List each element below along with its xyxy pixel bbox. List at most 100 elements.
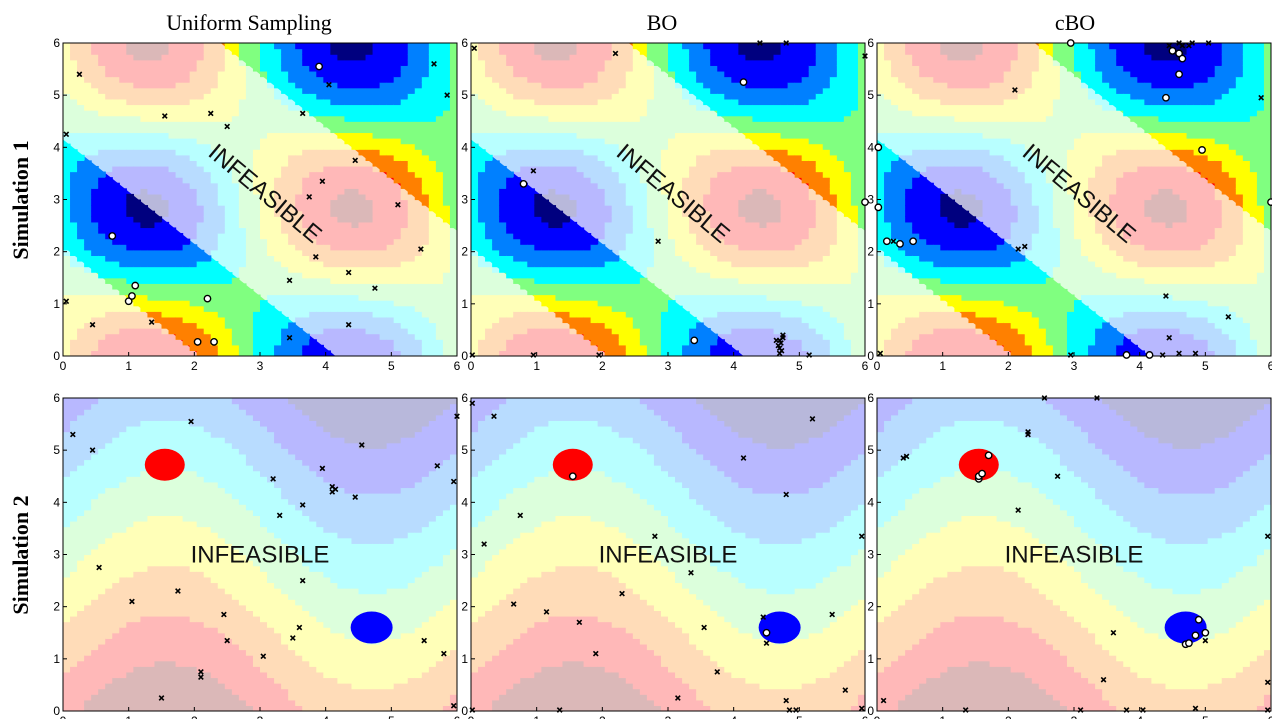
evaluation-cross [1202, 637, 1209, 644]
x-tick-label: 4 [1136, 359, 1143, 373]
y-tick-label: 6 [867, 391, 874, 405]
panel-grid: INFEASIBLE00112233445566INFEASIBLE001122… [53, 36, 1272, 719]
x-tick-label: 3 [1071, 359, 1078, 373]
x-tick-label: 3 [257, 359, 264, 373]
evaluation-cross [576, 619, 583, 626]
evaluation-cross [148, 319, 155, 325]
evaluation-cross [1054, 473, 1061, 480]
evaluation-cross [612, 50, 619, 57]
evaluation-cross [829, 611, 836, 618]
x-tick-label: 1 [533, 714, 540, 719]
evaluation-cross [776, 350, 783, 357]
infeasible-region [471, 398, 865, 711]
evaluation-cross [1110, 629, 1117, 636]
y-tick-label: 1 [461, 652, 468, 666]
y-tick-label: 2 [53, 245, 60, 259]
evaluation-cross [530, 352, 537, 358]
evaluation-cross [1179, 42, 1186, 49]
x-tick-label: 2 [1005, 714, 1012, 719]
evaluation-cross [783, 697, 790, 704]
evaluation-cross [76, 71, 83, 78]
infeasible-label: INFEASIBLE [191, 542, 330, 569]
best-point-circle [1178, 54, 1187, 63]
evaluation-cross [312, 254, 319, 260]
x-tick-label: 6 [1268, 359, 1272, 373]
x-tick-label: 1 [125, 359, 132, 373]
x-tick-label: 2 [191, 714, 198, 719]
best-point-circle [909, 237, 918, 246]
x-tick-label: 0 [874, 359, 881, 373]
x-tick-label: 4 [730, 714, 737, 719]
best-point-circle [882, 237, 891, 246]
best-point-circle [193, 338, 202, 346]
best-point-circle [1201, 628, 1210, 637]
feasible-region-red [144, 448, 185, 481]
x-tick-label: 1 [533, 359, 540, 373]
x-tick-label: 5 [388, 359, 395, 373]
evaluation-cross [858, 705, 865, 712]
evaluation-cross [556, 707, 563, 713]
best-point-circle [1066, 39, 1075, 47]
evaluation-cross [809, 416, 816, 422]
evaluation-cross [786, 707, 793, 713]
x-tick-label: 6 [1268, 714, 1272, 719]
y-tick-label: 1 [461, 297, 468, 311]
evaluation-cross [592, 650, 599, 657]
x-tick-label: 2 [599, 359, 606, 373]
evaluation-cross [444, 92, 451, 99]
best-point-circle [984, 451, 993, 460]
evaluation-cross [289, 635, 296, 641]
y-tick-label: 5 [53, 88, 60, 102]
evaluation-cross [352, 494, 359, 500]
infeasible-label: INFEASIBLE [599, 542, 738, 569]
evaluation-cross [63, 298, 70, 305]
evaluation-cross [510, 601, 517, 607]
x-tick-label: 6 [862, 359, 869, 373]
y-tick-label: 4 [461, 140, 468, 154]
evaluation-cross [760, 614, 767, 620]
evaluation-cross [1041, 395, 1048, 401]
evaluation-cross [842, 687, 849, 693]
x-tick-label: 4 [1136, 714, 1143, 719]
evaluation-cross [345, 321, 352, 328]
evaluation-cross [418, 246, 424, 252]
evaluation-cross [450, 702, 457, 709]
y-tick-label: 6 [867, 36, 874, 50]
y-tick-label: 3 [461, 193, 468, 207]
evaluation-cross [481, 541, 487, 547]
evaluation-cross [158, 695, 165, 701]
evaluation-cross [469, 707, 476, 713]
evaluation-cross [1264, 707, 1271, 713]
x-tick-label: 3 [665, 714, 672, 719]
y-tick-label: 3 [867, 193, 874, 207]
x-tick-label: 0 [468, 359, 475, 373]
y-tick-label: 1 [53, 297, 60, 311]
evaluation-cross [1166, 42, 1173, 49]
best-point-circle [874, 203, 883, 212]
best-point-circle [896, 239, 904, 248]
infeasible-region [877, 398, 1271, 711]
evaluation-cross [276, 512, 283, 519]
evaluation-cross [395, 201, 401, 208]
evaluation-cross [1021, 243, 1028, 250]
best-point-circle [874, 143, 883, 152]
y-tick-label: 2 [867, 245, 874, 259]
evaluation-cross [1067, 352, 1074, 358]
evaluation-cross [358, 442, 365, 448]
evaluation-cross [89, 447, 96, 454]
evaluation-cross [1163, 293, 1169, 299]
y-tick-label: 2 [461, 245, 468, 259]
row-title-simulation-2: Simulation 2 [8, 495, 33, 614]
best-point-circle [1267, 198, 1272, 207]
best-point-circle [1191, 631, 1200, 640]
evaluation-cross [326, 81, 332, 88]
evaluation-cross [1025, 431, 1031, 438]
y-tick-label: 2 [867, 600, 874, 614]
infeasible-region [471, 246, 609, 356]
feasible-region-blue [350, 611, 393, 644]
evaluation-cross [1015, 246, 1022, 252]
best-point-circle [108, 232, 117, 240]
evaluation-cross [63, 131, 70, 138]
evaluation-cross [858, 533, 865, 540]
